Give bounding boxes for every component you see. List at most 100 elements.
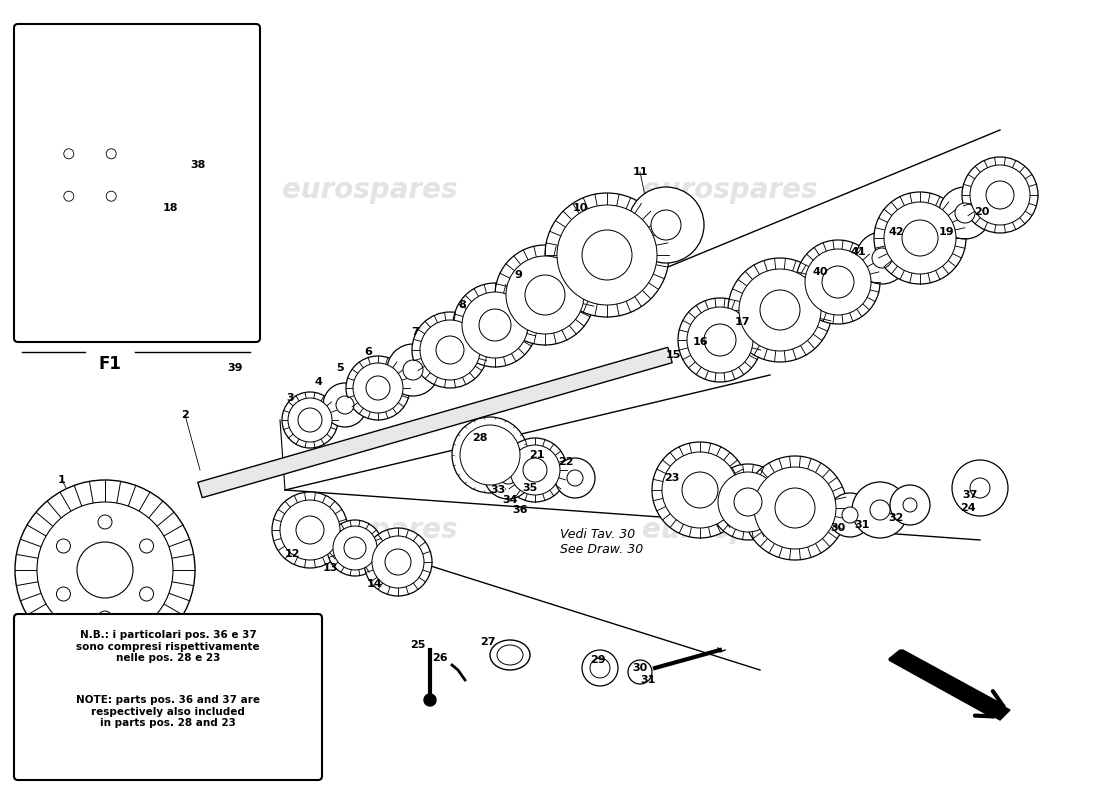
Circle shape bbox=[662, 452, 738, 528]
Circle shape bbox=[986, 181, 1014, 209]
Circle shape bbox=[582, 230, 632, 280]
Circle shape bbox=[64, 149, 74, 158]
Circle shape bbox=[760, 290, 800, 330]
Text: 6: 6 bbox=[364, 347, 372, 357]
Circle shape bbox=[525, 275, 565, 315]
Circle shape bbox=[387, 344, 439, 396]
Text: eurospares: eurospares bbox=[642, 176, 817, 204]
Circle shape bbox=[37, 502, 173, 638]
Text: 31: 31 bbox=[855, 520, 870, 530]
Circle shape bbox=[333, 526, 377, 570]
Polygon shape bbox=[198, 347, 672, 498]
Circle shape bbox=[484, 451, 532, 499]
Circle shape bbox=[902, 220, 938, 256]
Text: 23: 23 bbox=[664, 473, 680, 483]
Circle shape bbox=[462, 292, 528, 358]
Text: 32: 32 bbox=[889, 513, 904, 523]
Circle shape bbox=[544, 193, 669, 317]
Circle shape bbox=[460, 425, 520, 485]
Circle shape bbox=[56, 587, 70, 601]
Text: 31: 31 bbox=[640, 675, 656, 685]
Circle shape bbox=[336, 396, 354, 414]
Circle shape bbox=[298, 408, 322, 432]
Text: 41: 41 bbox=[850, 247, 866, 257]
Text: 38: 38 bbox=[190, 160, 206, 170]
Text: 21: 21 bbox=[529, 450, 544, 460]
Circle shape bbox=[503, 438, 566, 502]
Text: 36: 36 bbox=[513, 505, 528, 515]
Circle shape bbox=[436, 336, 464, 364]
Circle shape bbox=[453, 283, 537, 367]
Text: 39: 39 bbox=[228, 363, 243, 373]
Circle shape bbox=[282, 392, 338, 448]
Circle shape bbox=[15, 480, 195, 660]
Text: 5: 5 bbox=[337, 363, 344, 373]
Circle shape bbox=[856, 232, 908, 284]
Circle shape bbox=[64, 191, 74, 202]
Circle shape bbox=[682, 472, 718, 508]
Circle shape bbox=[872, 248, 892, 268]
Circle shape bbox=[874, 192, 966, 284]
Circle shape bbox=[728, 258, 832, 362]
Text: 33: 33 bbox=[491, 485, 506, 495]
Circle shape bbox=[424, 694, 436, 706]
Circle shape bbox=[452, 417, 528, 493]
Circle shape bbox=[157, 177, 192, 213]
Circle shape bbox=[495, 245, 595, 345]
Text: 16: 16 bbox=[692, 337, 707, 347]
Circle shape bbox=[364, 528, 432, 596]
Circle shape bbox=[652, 442, 748, 538]
Ellipse shape bbox=[497, 645, 522, 665]
Circle shape bbox=[475, 440, 505, 470]
Text: 17: 17 bbox=[735, 317, 750, 327]
Circle shape bbox=[506, 256, 584, 334]
Text: 42: 42 bbox=[888, 227, 904, 237]
Polygon shape bbox=[890, 650, 1010, 720]
Circle shape bbox=[107, 149, 117, 158]
Circle shape bbox=[903, 498, 917, 512]
Text: 14: 14 bbox=[367, 579, 383, 589]
Circle shape bbox=[107, 191, 117, 202]
Circle shape bbox=[353, 363, 403, 413]
Circle shape bbox=[372, 536, 424, 588]
Circle shape bbox=[566, 470, 583, 486]
Text: 27: 27 bbox=[481, 637, 496, 647]
Text: 12: 12 bbox=[284, 549, 299, 559]
Circle shape bbox=[870, 500, 890, 520]
Text: 24: 24 bbox=[960, 503, 976, 513]
Circle shape bbox=[32, 117, 148, 233]
Circle shape bbox=[176, 131, 224, 179]
Circle shape bbox=[970, 478, 990, 498]
FancyBboxPatch shape bbox=[14, 614, 322, 780]
Text: 19: 19 bbox=[938, 227, 954, 237]
Circle shape bbox=[46, 131, 134, 219]
Circle shape bbox=[98, 515, 112, 529]
Circle shape bbox=[628, 187, 704, 263]
Circle shape bbox=[510, 445, 560, 495]
Text: eurospares: eurospares bbox=[283, 176, 458, 204]
Text: 25: 25 bbox=[410, 640, 426, 650]
Circle shape bbox=[280, 500, 340, 560]
Text: 15: 15 bbox=[666, 350, 681, 360]
Text: 10: 10 bbox=[572, 203, 587, 213]
Text: 35: 35 bbox=[522, 483, 538, 493]
Circle shape bbox=[884, 202, 956, 274]
Circle shape bbox=[582, 650, 618, 686]
Text: NOTE: parts pos. 36 and 37 are
respectively also included
in parts pos. 28 and 2: NOTE: parts pos. 36 and 37 are respectiv… bbox=[76, 695, 260, 728]
Circle shape bbox=[678, 298, 762, 382]
Text: F1: F1 bbox=[99, 355, 121, 373]
Text: N.B.: i particolari pos. 36 e 37
sono compresi rispettivamente
nelle pos. 28 e 2: N.B.: i particolari pos. 36 e 37 sono co… bbox=[76, 630, 260, 663]
Circle shape bbox=[556, 458, 595, 498]
Circle shape bbox=[288, 398, 332, 442]
Circle shape bbox=[939, 187, 991, 239]
Text: 28: 28 bbox=[472, 433, 487, 443]
Circle shape bbox=[143, 163, 207, 227]
Text: 34: 34 bbox=[503, 495, 518, 505]
Text: eurospares: eurospares bbox=[642, 516, 817, 544]
Text: 22: 22 bbox=[558, 457, 574, 467]
Text: 4: 4 bbox=[315, 377, 322, 387]
Circle shape bbox=[628, 660, 652, 684]
Circle shape bbox=[200, 152, 236, 188]
Circle shape bbox=[952, 460, 1008, 516]
Text: 2: 2 bbox=[182, 410, 189, 420]
